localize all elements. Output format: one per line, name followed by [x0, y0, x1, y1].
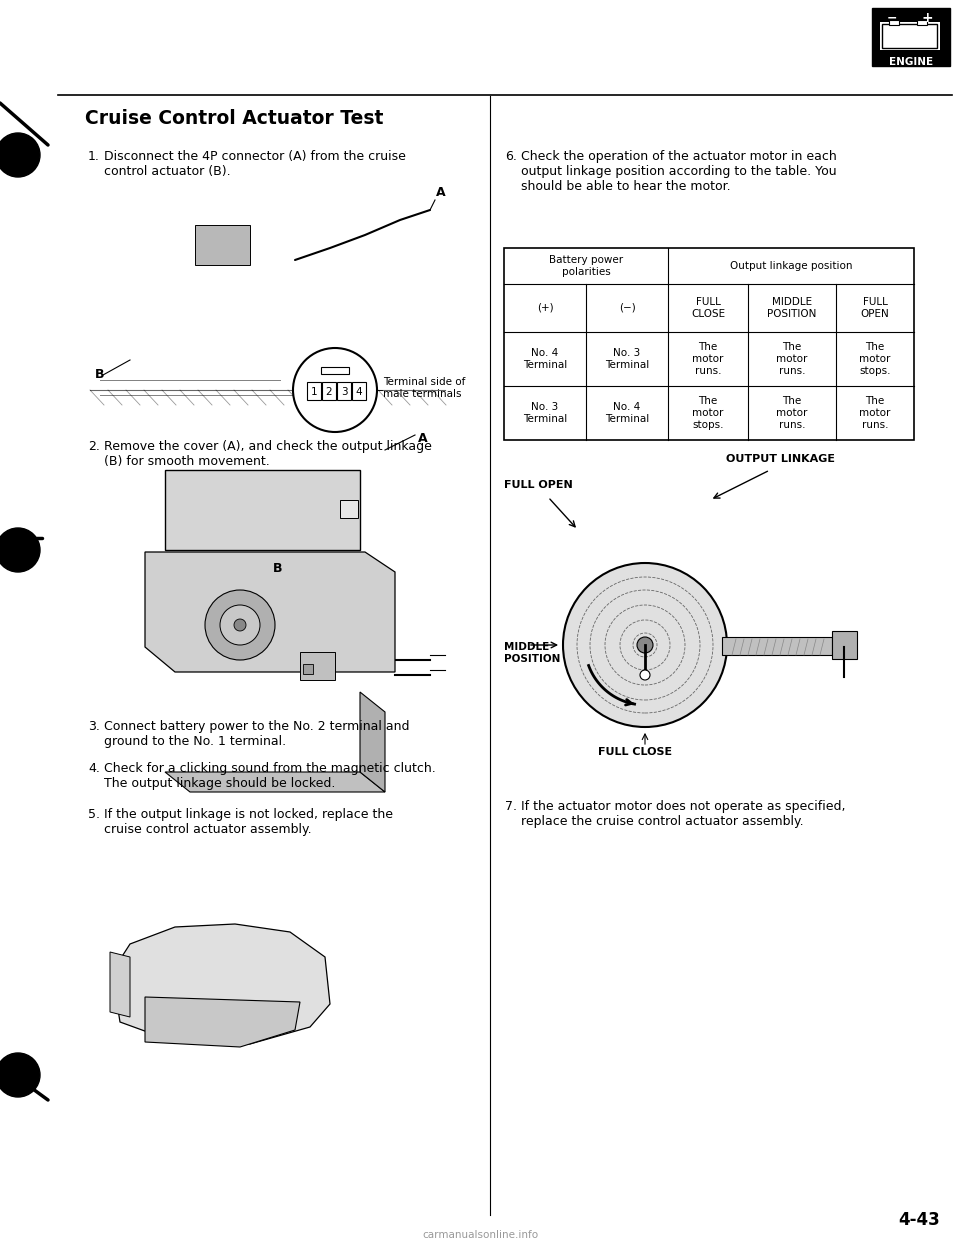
Text: A: A: [436, 185, 445, 199]
Text: FULL
OPEN: FULL OPEN: [860, 297, 889, 319]
Text: MIDDLE
POSITION: MIDDLE POSITION: [767, 297, 817, 319]
Text: 3: 3: [341, 388, 348, 397]
Polygon shape: [110, 953, 130, 1017]
Text: 1.: 1.: [88, 150, 100, 163]
Polygon shape: [165, 773, 385, 792]
Text: FULL OPEN: FULL OPEN: [504, 479, 573, 491]
Text: Check for a clicking sound from the magnetic clutch.
The output linkage should b: Check for a clicking sound from the magn…: [104, 763, 436, 790]
Text: (+): (+): [537, 303, 553, 313]
Text: 6.: 6.: [505, 150, 516, 163]
Text: 3.: 3.: [88, 720, 100, 733]
Circle shape: [0, 1053, 40, 1097]
Circle shape: [637, 637, 653, 653]
Bar: [340, 501, 358, 518]
Text: 7.: 7.: [505, 800, 517, 814]
Bar: [337, 383, 351, 400]
Text: 4-43: 4-43: [899, 1211, 940, 1230]
Text: carmanualsonline.info: carmanualsonline.info: [422, 1230, 538, 1240]
Circle shape: [205, 590, 275, 660]
Bar: [872, 7, 950, 66]
Text: The
motor
runs.: The motor runs.: [777, 396, 807, 430]
Text: Terminal side of
male terminals: Terminal side of male terminals: [383, 378, 466, 399]
Text: FULL
CLOSE: FULL CLOSE: [691, 297, 725, 319]
Circle shape: [563, 563, 727, 727]
Text: Remove the cover (A), and check the output linkage
(B) for smooth movement.: Remove the cover (A), and check the outp…: [104, 440, 432, 468]
Text: 1: 1: [311, 388, 318, 397]
Circle shape: [640, 669, 650, 681]
Text: The
motor
runs.: The motor runs.: [692, 343, 724, 375]
Bar: [722, 637, 832, 655]
Bar: [307, 383, 321, 400]
Text: Check the operation of the actuator motor in each
output linkage position accord: Check the operation of the actuator moto…: [521, 150, 837, 193]
Circle shape: [0, 528, 40, 573]
Bar: [300, 652, 335, 681]
Polygon shape: [145, 997, 300, 1047]
Bar: [880, 22, 940, 50]
Text: −: −: [887, 11, 898, 25]
Bar: [322, 383, 336, 400]
Text: No. 3
Terminal: No. 3 Terminal: [523, 402, 567, 424]
Text: 4: 4: [356, 388, 362, 397]
Text: ENGINE: ENGINE: [889, 57, 933, 67]
Text: If the output linkage is not locked, replace the
cruise control actuator assembl: If the output linkage is not locked, rep…: [104, 809, 393, 836]
Text: 5.: 5.: [88, 809, 100, 821]
Text: A: A: [418, 432, 427, 445]
Text: Output linkage position: Output linkage position: [730, 261, 852, 271]
Text: B: B: [95, 368, 105, 381]
Bar: [832, 631, 857, 660]
Text: B: B: [273, 561, 282, 575]
Text: No. 3
Terminal: No. 3 Terminal: [605, 348, 649, 370]
Bar: [352, 383, 366, 400]
Text: No. 4
Terminal: No. 4 Terminal: [523, 348, 567, 370]
Text: Connect battery power to the No. 2 terminal and
ground to the No. 1 terminal.: Connect battery power to the No. 2 termi…: [104, 720, 410, 748]
Polygon shape: [112, 924, 330, 1045]
Bar: [882, 24, 937, 48]
Text: If the actuator motor does not operate as specified,
replace the cruise control : If the actuator motor does not operate a…: [521, 800, 846, 828]
Text: No. 4
Terminal: No. 4 Terminal: [605, 402, 649, 424]
Bar: [321, 366, 349, 374]
Circle shape: [220, 605, 260, 645]
Text: FULL CLOSE: FULL CLOSE: [598, 746, 672, 758]
Text: The
motor
runs.: The motor runs.: [777, 343, 807, 375]
Circle shape: [0, 133, 40, 178]
Polygon shape: [145, 551, 395, 672]
Text: 4.: 4.: [88, 763, 100, 775]
Text: The
motor
stops.: The motor stops.: [692, 396, 724, 430]
Text: 2.: 2.: [88, 440, 100, 453]
Bar: [303, 664, 313, 674]
Polygon shape: [360, 692, 385, 792]
Bar: [504, 248, 914, 440]
Text: Disconnect the 4P connector (A) from the cruise
control actuator (B).: Disconnect the 4P connector (A) from the…: [104, 150, 406, 178]
Text: (−): (−): [618, 303, 636, 313]
Text: +: +: [922, 11, 933, 25]
Bar: [195, 225, 250, 265]
Bar: [917, 20, 927, 25]
Text: 2: 2: [325, 388, 332, 397]
Text: Cruise Control Actuator Test: Cruise Control Actuator Test: [85, 108, 383, 128]
Text: The
motor
runs.: The motor runs.: [859, 396, 891, 430]
Circle shape: [234, 619, 246, 631]
Circle shape: [293, 348, 377, 432]
Bar: [165, 469, 360, 550]
Text: Battery power
polarities: Battery power polarities: [549, 255, 623, 277]
Bar: [889, 20, 899, 25]
Text: The
motor
stops.: The motor stops.: [859, 343, 891, 375]
Text: MIDDLE
POSITION: MIDDLE POSITION: [504, 642, 561, 663]
Text: OUTPUT LINKAGE: OUTPUT LINKAGE: [726, 455, 834, 465]
